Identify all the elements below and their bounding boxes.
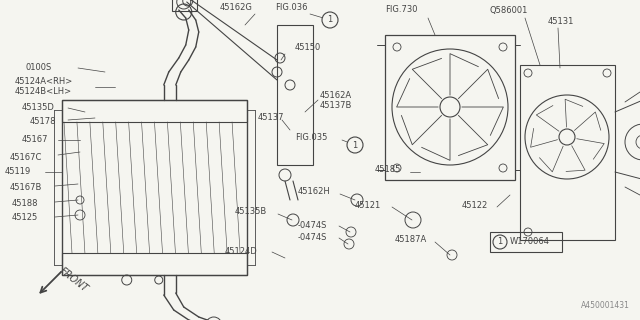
Text: 45119: 45119 [5, 167, 31, 177]
Text: 45125: 45125 [12, 213, 38, 222]
Text: 45167B: 45167B [10, 183, 42, 193]
Text: 45124B<LH>: 45124B<LH> [15, 87, 72, 97]
Text: -0474S: -0474S [298, 220, 328, 229]
Bar [62, 100, 247, 275]
Text: 45167: 45167 [22, 135, 49, 145]
Text: 45162G: 45162G [220, 4, 253, 12]
Bar [62, 253, 247, 275]
Text: 1: 1 [328, 15, 333, 25]
Text: 45185: 45185 [375, 165, 401, 174]
Text: 45121: 45121 [355, 201, 381, 210]
Circle shape [493, 235, 507, 249]
Text: 0100S: 0100S [25, 63, 51, 73]
Bar [277, 25, 313, 165]
Text: W170064: W170064 [510, 237, 550, 246]
Text: -0474S: -0474S [298, 234, 328, 243]
Text: 45187A: 45187A [395, 236, 428, 244]
Text: FIG.036: FIG.036 [275, 4, 307, 12]
Bar [490, 232, 562, 252]
Text: 45137B: 45137B [320, 101, 353, 110]
Text: 45178: 45178 [30, 117, 56, 126]
Text: 45137: 45137 [258, 114, 285, 123]
Text: 1: 1 [497, 237, 502, 246]
Text: FIG.035: FIG.035 [295, 133, 328, 142]
Circle shape [322, 12, 338, 28]
Bar [520, 65, 615, 240]
Text: 45124A<RH>: 45124A<RH> [15, 77, 73, 86]
Bar [172, 0, 196, 11]
Circle shape [347, 137, 363, 153]
Text: 45162A: 45162A [320, 91, 352, 100]
Text: 1: 1 [353, 140, 358, 149]
Text: 45122: 45122 [462, 201, 488, 210]
Text: 45124D: 45124D [225, 247, 258, 257]
Text: 45188: 45188 [12, 199, 38, 209]
Text: A450001431: A450001431 [581, 301, 630, 310]
Text: FRONT: FRONT [58, 266, 90, 294]
Text: 45131: 45131 [548, 18, 574, 27]
Text: 45135D: 45135D [22, 103, 55, 113]
Bar [385, 35, 515, 180]
Text: FIG.730: FIG.730 [385, 5, 417, 14]
Text: 45162H: 45162H [298, 188, 331, 196]
Text: 45167C: 45167C [10, 154, 42, 163]
Bar [62, 100, 247, 122]
Text: 45135B: 45135B [235, 207, 268, 217]
Text: Q586001: Q586001 [490, 5, 529, 14]
Text: 45150: 45150 [295, 44, 321, 52]
